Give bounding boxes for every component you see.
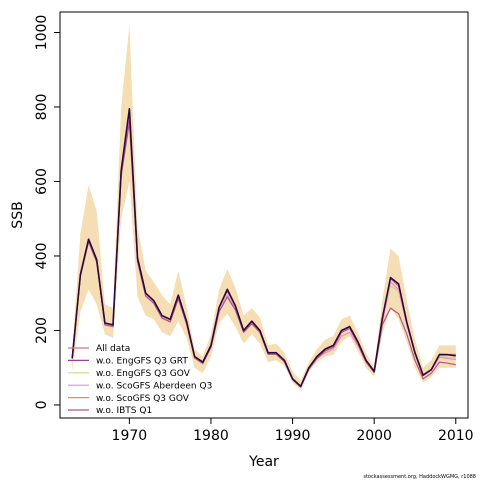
x-axis: 1970 1980 1990 2000 2010 xyxy=(112,418,474,444)
y-axis: 0 200 400 600 800 1000 xyxy=(34,15,60,410)
y-tick-label: 0 xyxy=(34,401,50,410)
credit-text: stockassessment.org, HaddockWGMG, r1088 xyxy=(363,474,476,480)
legend-label-5: w.o. IBTS Q1 xyxy=(96,406,152,416)
y-axis-title: SSB xyxy=(10,201,26,228)
x-tick-label: 1980 xyxy=(193,428,229,444)
confidence-band-layer xyxy=(72,25,456,391)
x-axis-title: Year xyxy=(248,454,279,470)
legend-label-3: w.o. ScoGFS Aberdeen Q3 xyxy=(96,381,212,391)
x-tick-label: 1990 xyxy=(275,428,311,444)
y-tick-label: 400 xyxy=(34,243,50,270)
plot-frame xyxy=(59,11,469,419)
y-tick-label: 1000 xyxy=(34,15,50,51)
series-line-highlight xyxy=(71,108,456,388)
legend-label-0: All data xyxy=(96,344,130,354)
y-tick-label: 200 xyxy=(34,317,50,344)
confidence-band xyxy=(72,25,456,391)
legend: All data w.o. EngGFS Q3 GRT w.o. EngGFS Q3… xyxy=(68,344,212,416)
series-lines-layer xyxy=(71,108,456,388)
x-tick-label: 2000 xyxy=(356,428,392,444)
x-tick-label: 2010 xyxy=(438,428,474,444)
legend-label-2: w.o. EngGFS Q3 GOV xyxy=(96,369,191,379)
x-tick-label: 1970 xyxy=(112,428,148,444)
legend-label-1: w.o. EngGFS Q3 GRT xyxy=(96,357,188,367)
legend-label-4: w.o. ScoGFS Q3 GOV xyxy=(96,394,190,404)
y-tick-label: 600 xyxy=(34,168,50,195)
y-tick-label: 800 xyxy=(34,94,50,121)
